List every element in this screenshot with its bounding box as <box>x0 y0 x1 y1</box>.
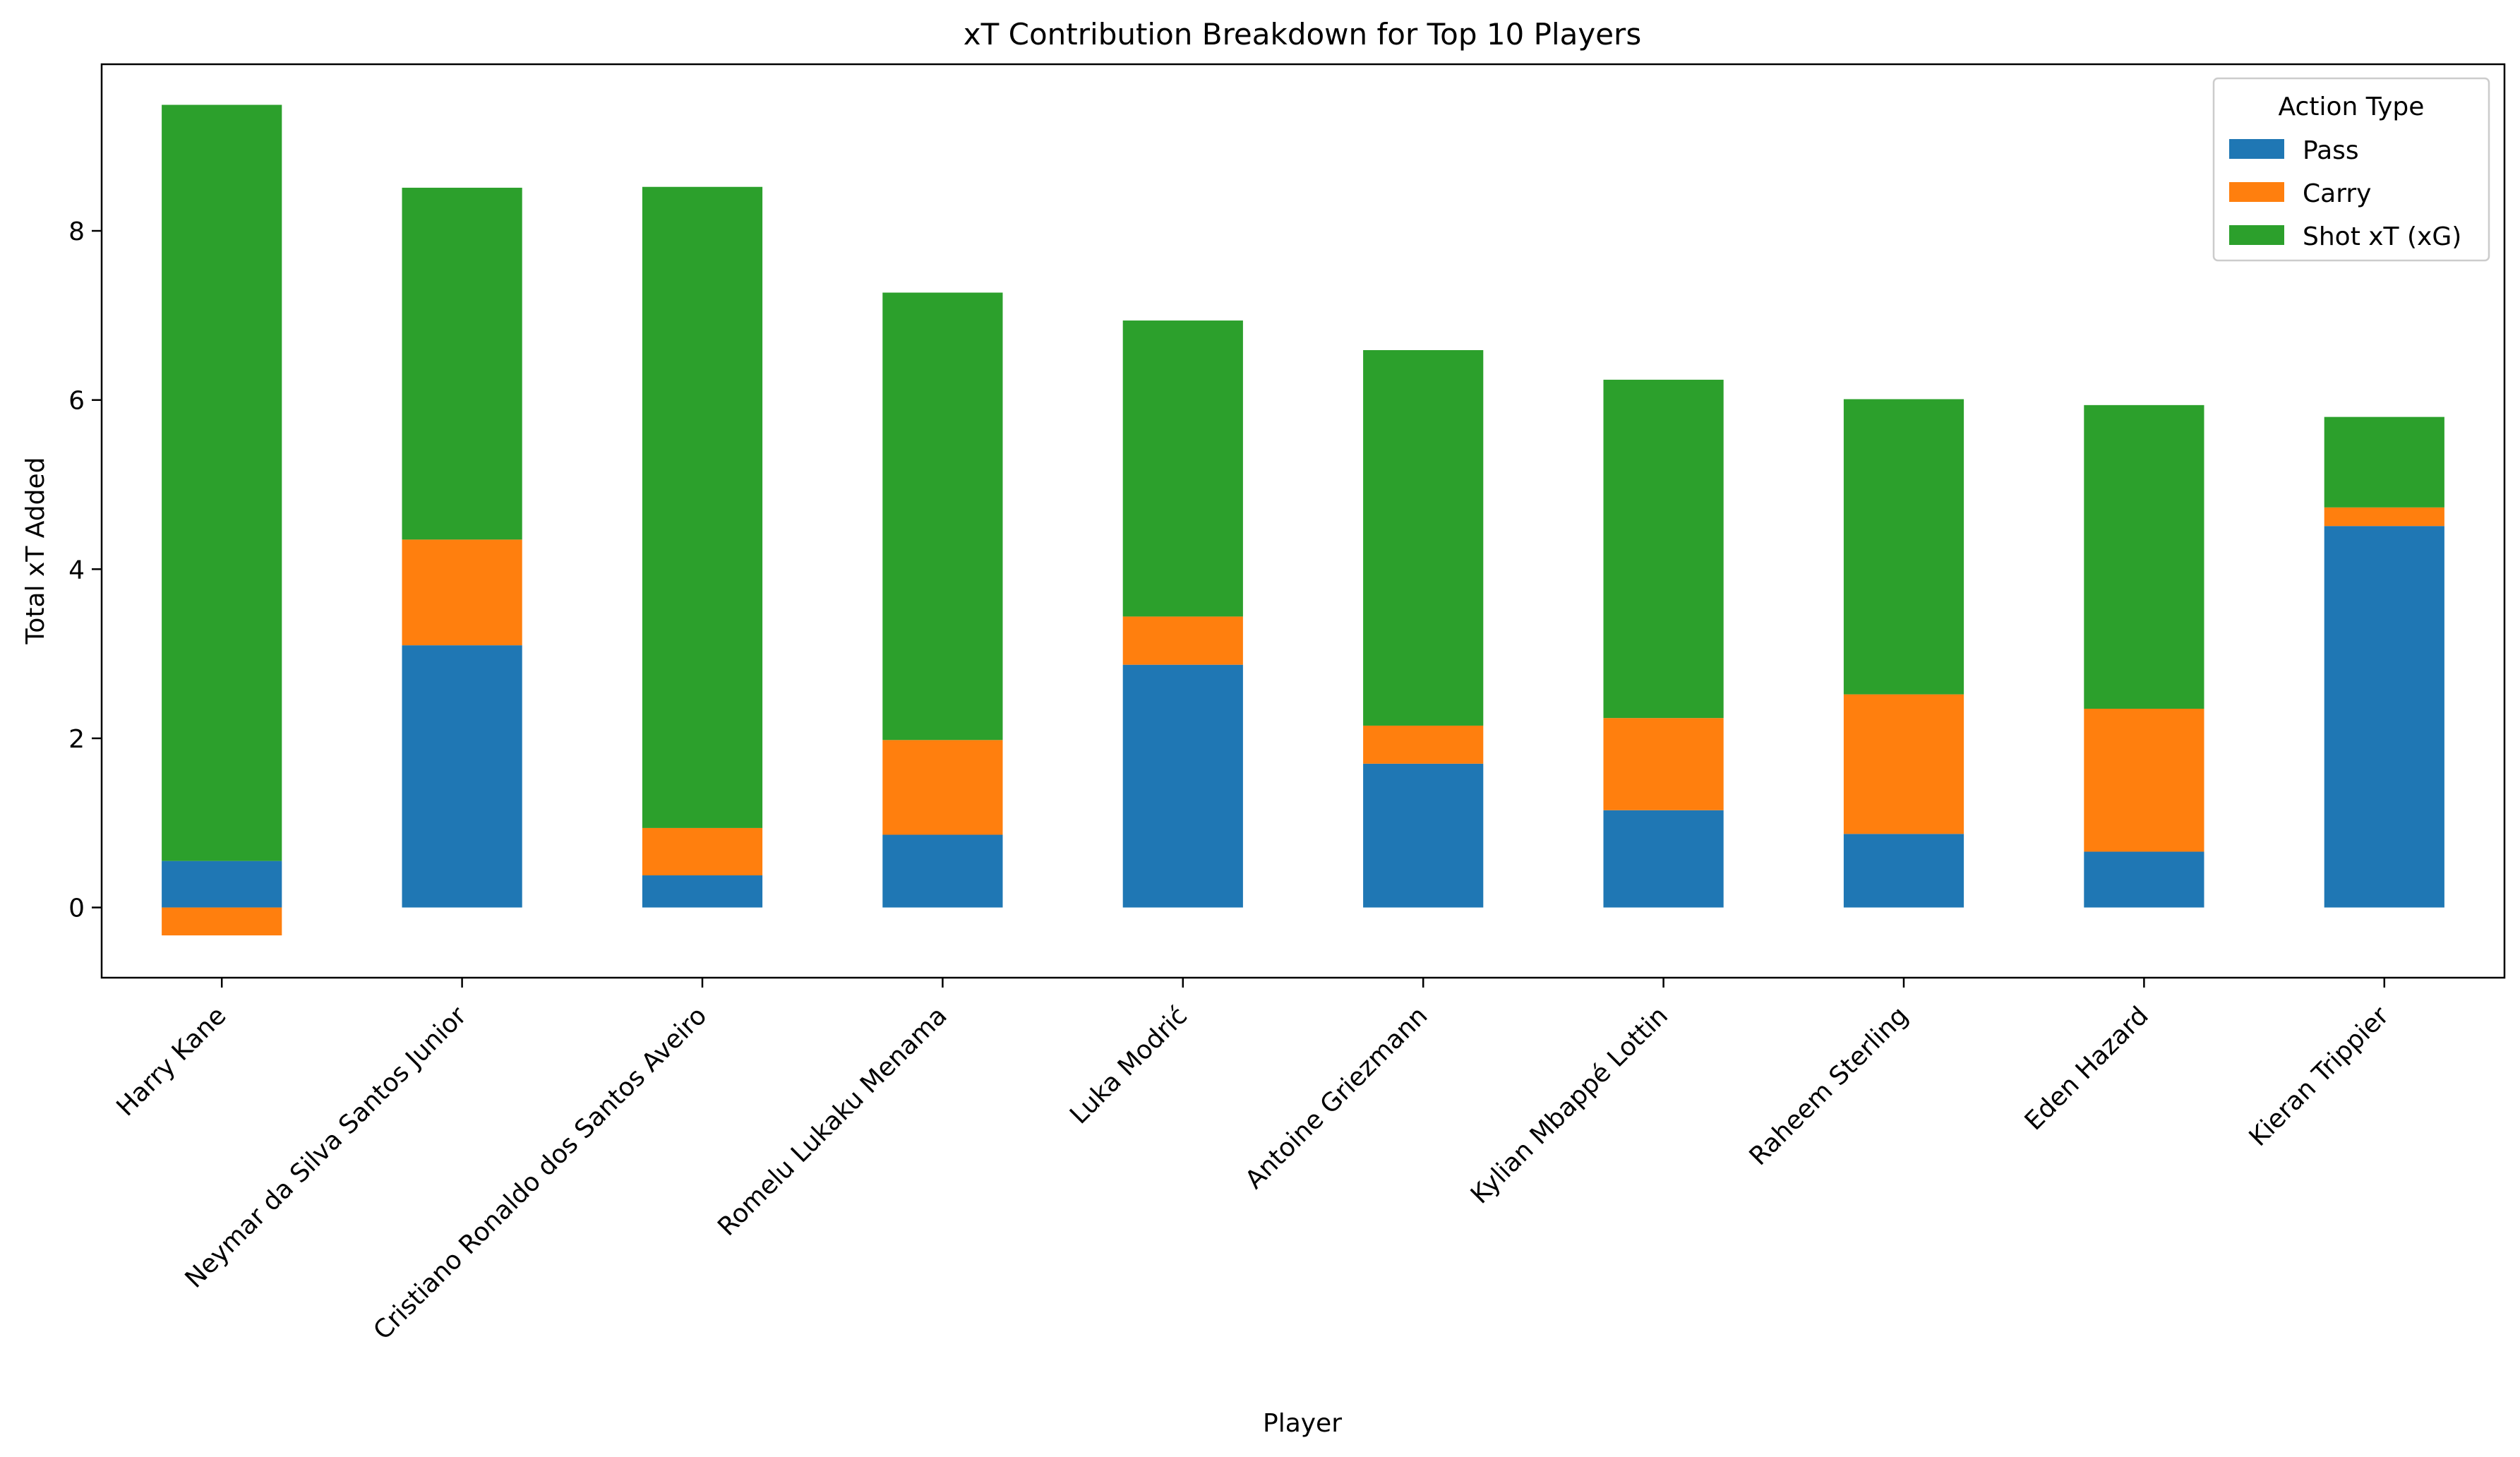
bar-pass-7 <box>1603 810 1724 908</box>
bar-pass-1 <box>162 861 282 908</box>
legend-title: Action Type <box>2279 92 2425 121</box>
bar-carry-4 <box>882 740 1003 835</box>
x-axis-label: Player <box>1263 1409 1342 1438</box>
bar-shot-xt-xg-9 <box>2084 404 2204 709</box>
bar-pass-8 <box>1843 834 1964 908</box>
bar-shot-xt-xg-6 <box>1363 349 1484 726</box>
bar-pass-5 <box>1122 664 1243 908</box>
bar-shot-xt-xg-4 <box>882 292 1003 741</box>
y-tick-label: 4 <box>68 556 85 584</box>
bar-shot-xt-xg-3 <box>642 186 763 828</box>
legend-label: Carry <box>2303 179 2371 208</box>
bar-pass-3 <box>642 875 763 908</box>
chart-title: xT Contribution Breakdown for Top 10 Pla… <box>964 17 1641 52</box>
bar-carry-7 <box>1603 718 1724 810</box>
bar-pass-4 <box>882 834 1003 908</box>
bar-shot-xt-xg-2 <box>402 187 522 540</box>
y-tick-label: 6 <box>68 387 85 416</box>
bar-shot-xt-xg-5 <box>1122 320 1243 617</box>
legend-swatch <box>2229 139 2284 159</box>
legend: Action Type Pass Carry Shot xT (xG) <box>2212 77 2490 262</box>
bar-pass-10 <box>2324 526 2444 908</box>
legend-label: Pass <box>2303 136 2359 165</box>
legend-swatch <box>2229 182 2284 202</box>
y-axis-label: Total xT Added <box>21 457 50 645</box>
bar-pass-9 <box>2084 851 2204 908</box>
y-tick-label: 2 <box>68 725 85 754</box>
bar-carry-1 <box>162 907 282 936</box>
bar-carry-5 <box>1122 616 1243 665</box>
bar-pass-2 <box>402 645 522 908</box>
bar-carry-10 <box>2324 507 2444 527</box>
bar-shot-xt-xg-10 <box>2324 416 2444 508</box>
bar-shot-xt-xg-8 <box>1843 399 1964 695</box>
bar-carry-3 <box>642 827 763 876</box>
bar-shot-xt-xg-1 <box>162 104 282 861</box>
bar-carry-2 <box>402 539 522 646</box>
legend-swatch <box>2229 225 2284 245</box>
bar-pass-6 <box>1363 763 1484 908</box>
bar-carry-9 <box>2084 708 2204 852</box>
bar-shot-xt-xg-7 <box>1603 379 1724 719</box>
bar-carry-8 <box>1843 694 1964 834</box>
legend-label: Shot xT (xG) <box>2303 222 2461 251</box>
bar-carry-6 <box>1363 725 1484 764</box>
y-tick-label: 0 <box>68 894 85 923</box>
plot-frame <box>100 63 2506 979</box>
y-tick-label: 8 <box>68 217 85 246</box>
legend-box <box>2212 77 2490 262</box>
plot-area <box>162 104 2444 936</box>
